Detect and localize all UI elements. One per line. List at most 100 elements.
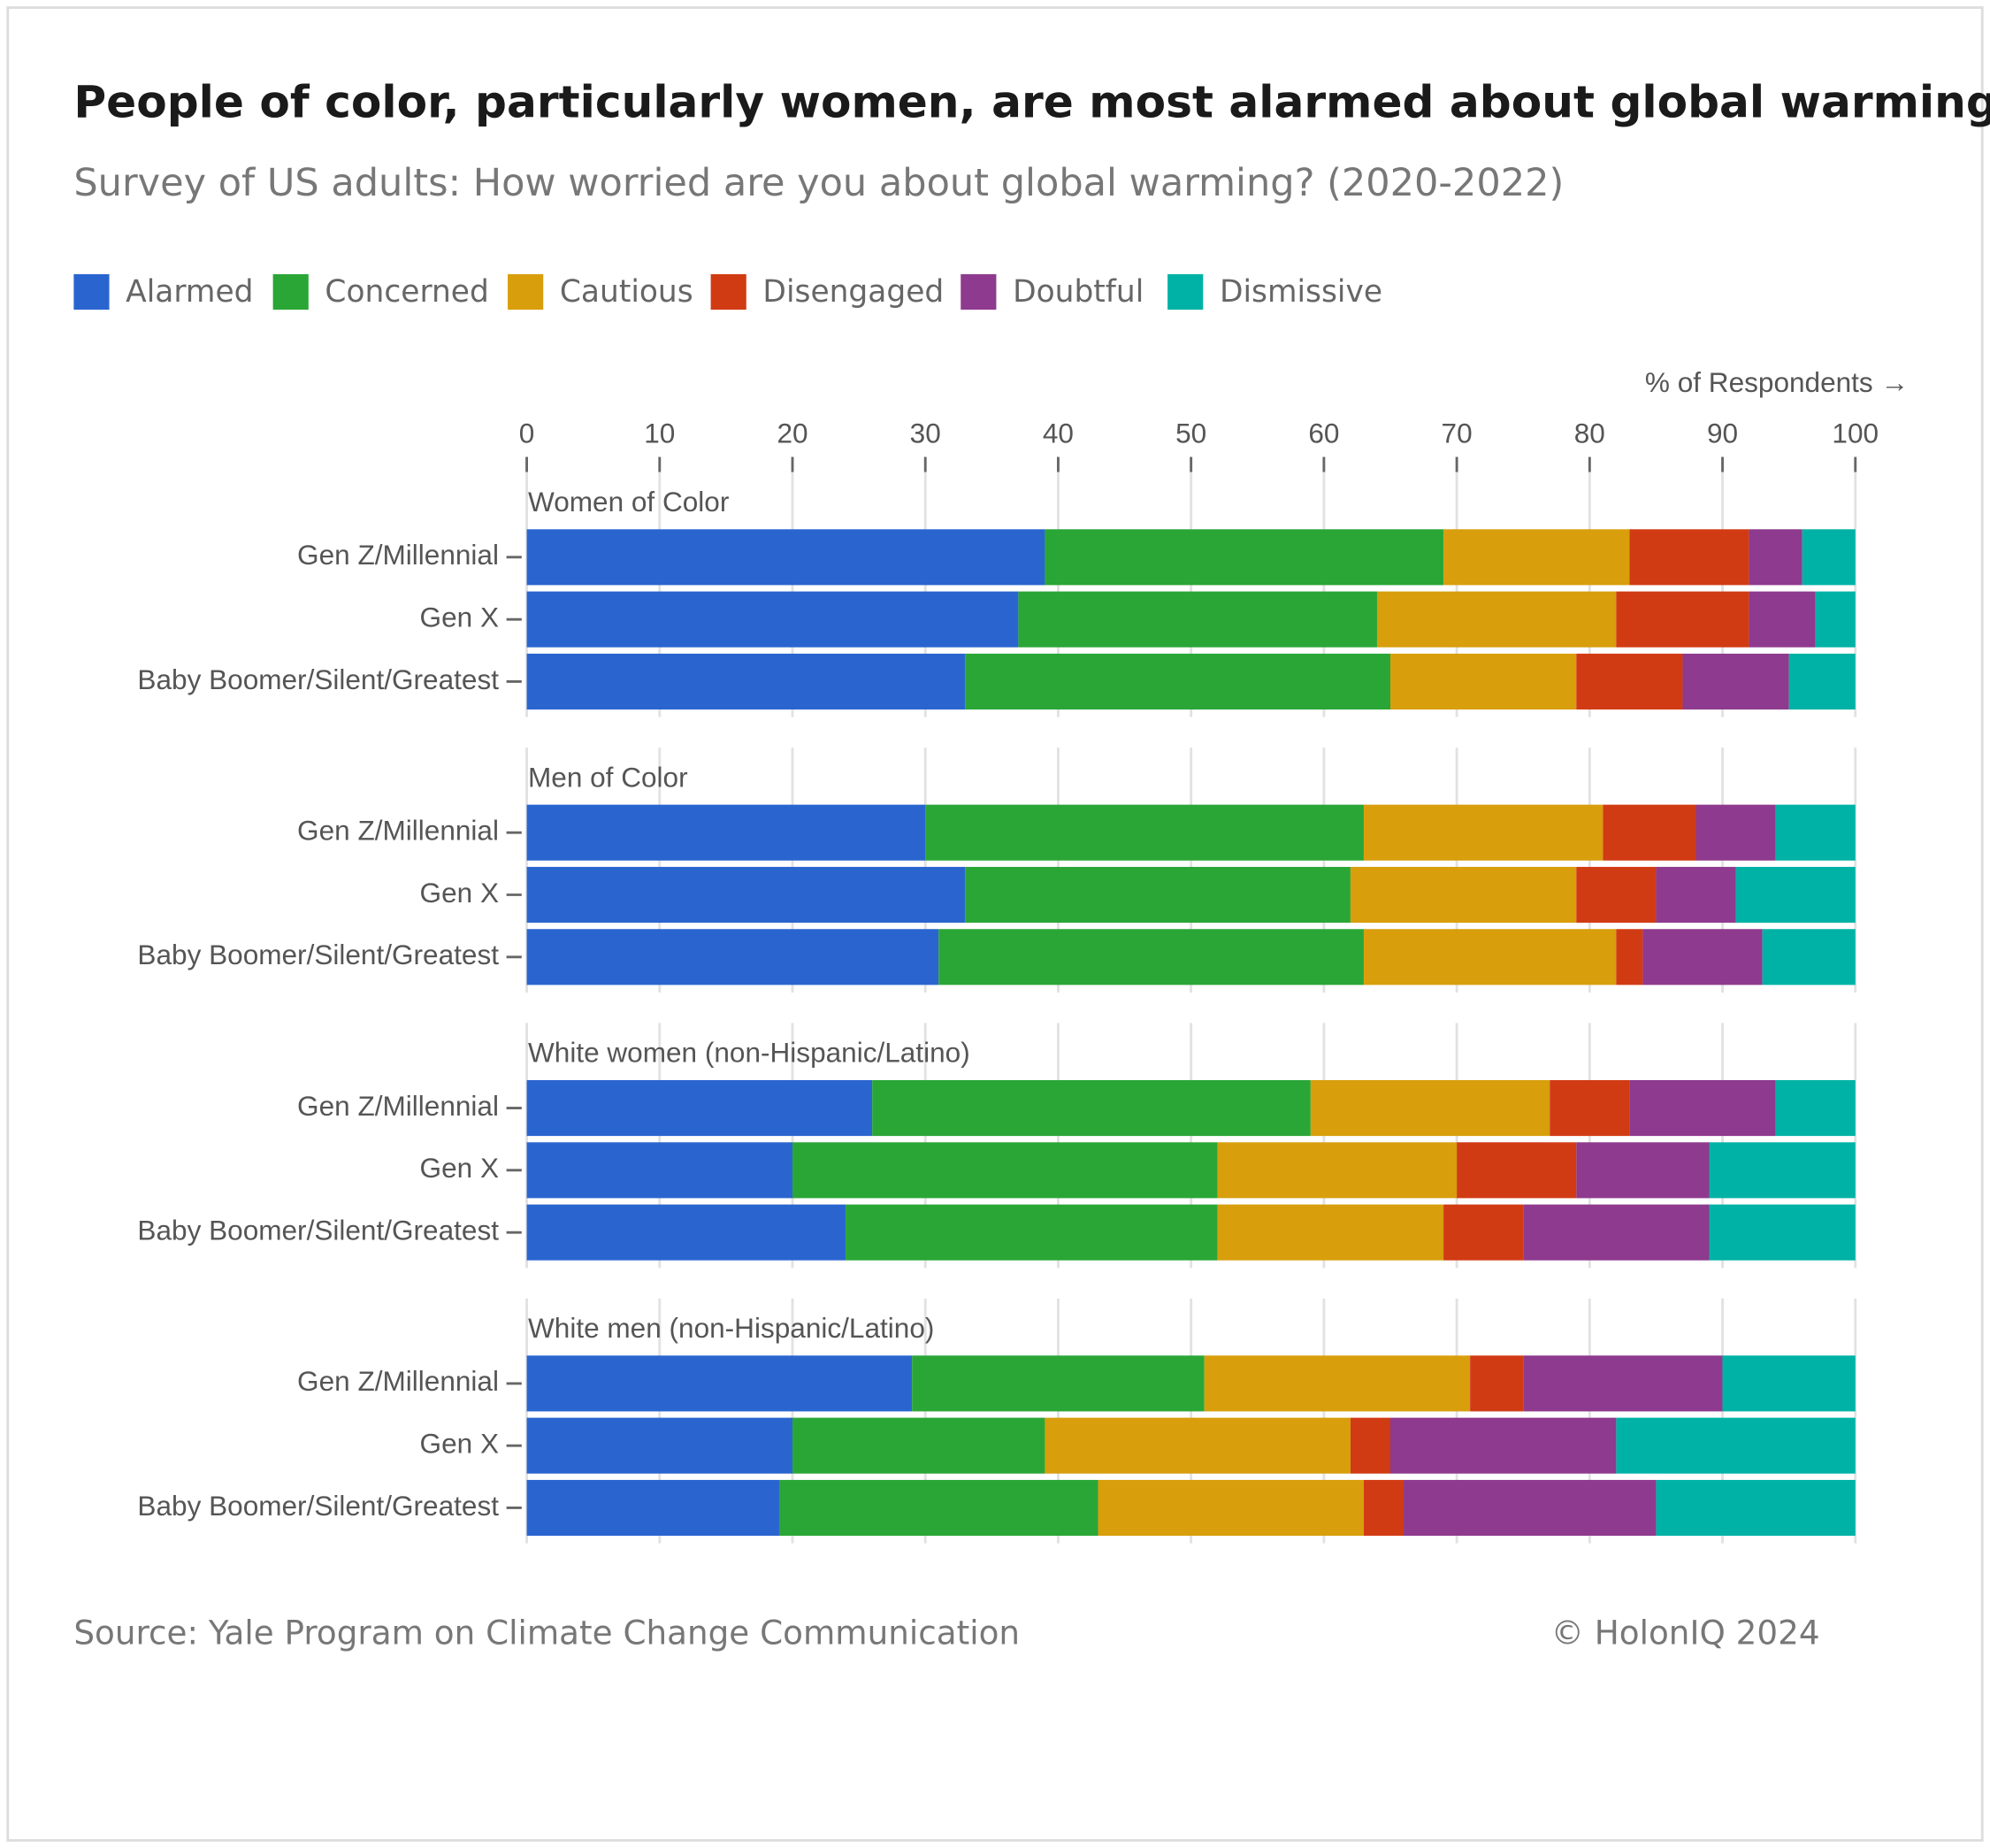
- bar-segment: [1217, 1204, 1444, 1261]
- bar-segment: [1363, 1479, 1404, 1537]
- bar-segment: [792, 1417, 1045, 1474]
- bar-segment: [1775, 1079, 1856, 1137]
- group-label: Men of Color: [528, 761, 688, 793]
- bar-segment: [1363, 804, 1603, 861]
- bar-segment: [1523, 1355, 1723, 1412]
- bar-segment: [1045, 1417, 1351, 1474]
- bar-segment: [1682, 653, 1789, 710]
- group-label: White women (non-Hispanic/Latino): [528, 1037, 970, 1069]
- bar-segment: [526, 1355, 913, 1412]
- bar-segment: [1098, 1479, 1364, 1537]
- bar-segment: [1550, 1079, 1630, 1137]
- bar-segment: [1735, 866, 1856, 924]
- bar-segment: [526, 1479, 779, 1537]
- legend-swatch: [710, 273, 746, 311]
- bar-segment: [1576, 866, 1657, 924]
- y-tick-label: Gen X: [420, 602, 499, 633]
- legend-swatch: [272, 273, 309, 311]
- bar-segment: [965, 653, 1390, 710]
- x-tick-label: 0: [519, 417, 535, 449]
- bar-segment: [526, 529, 1045, 586]
- bar-segment: [1709, 1142, 1856, 1199]
- bar-segment: [1616, 1417, 1856, 1474]
- legend-label: Cautious: [560, 274, 693, 310]
- bar-segment: [1376, 591, 1617, 648]
- legend-label: Dismissive: [1220, 274, 1382, 310]
- bar-segment: [1788, 653, 1856, 710]
- bar-segment: [1204, 1355, 1471, 1412]
- bar-segment: [1310, 1079, 1550, 1137]
- bar-segment: [1802, 529, 1856, 586]
- bar-segment: [1722, 1355, 1856, 1412]
- x-tick-label: 90: [1707, 417, 1738, 449]
- bar-segment: [1815, 591, 1856, 648]
- x-axis-label: % of Respondents →: [1645, 366, 1909, 398]
- bar-segment: [1749, 529, 1802, 586]
- bar-segment: [792, 1142, 1218, 1199]
- credit: © HolonIQ 2024: [1551, 1613, 1820, 1652]
- legend-swatch: [1167, 273, 1204, 311]
- bar-segment: [1576, 1142, 1710, 1199]
- bar-segment: [1350, 1417, 1390, 1474]
- bar-segment: [965, 866, 1351, 924]
- bar-segment: [846, 1204, 1218, 1261]
- bar-segment: [526, 653, 966, 710]
- bar-segment: [526, 1204, 846, 1261]
- y-tick-label: Baby Boomer/Silent/Greatest: [137, 1214, 499, 1246]
- x-tick-label: 80: [1574, 417, 1605, 449]
- bar-segment: [526, 591, 1019, 648]
- bar-segment: [1457, 1142, 1577, 1199]
- bar-segment: [1629, 529, 1749, 586]
- bar-segment: [1045, 529, 1444, 586]
- x-tick-label: 20: [777, 417, 807, 449]
- bar-segment: [1629, 1079, 1776, 1137]
- legend-swatch: [961, 273, 997, 311]
- group-label: Women of Color: [528, 486, 729, 518]
- bar-segment: [526, 866, 966, 924]
- chart-subtitle: Survey of US adults: How worried are you…: [73, 161, 1564, 205]
- bar-segment: [1576, 653, 1683, 710]
- bar-segment: [1642, 929, 1763, 985]
- x-tick-label: 50: [1175, 417, 1206, 449]
- bar-segment: [1603, 804, 1696, 861]
- bar-segment: [1389, 1417, 1617, 1474]
- bar-segment: [1775, 804, 1856, 861]
- x-tick-label: 30: [910, 417, 941, 449]
- x-tick-label: 10: [644, 417, 675, 449]
- bar-segment: [1749, 591, 1816, 648]
- y-tick-label: Baby Boomer/Silent/Greatest: [137, 939, 499, 970]
- y-tick-label: Gen Z/Millennial: [297, 1090, 499, 1122]
- bar-segment: [1762, 929, 1856, 985]
- bar-segment: [938, 929, 1364, 985]
- bar-segment: [925, 804, 1364, 861]
- y-tick-label: Gen X: [420, 877, 499, 909]
- bar-segment: [1404, 1479, 1657, 1537]
- y-tick-label: Baby Boomer/Silent/Greatest: [137, 663, 499, 695]
- y-tick-label: Gen X: [420, 1428, 499, 1460]
- legend-swatch: [73, 273, 110, 311]
- bar-segment: [526, 929, 939, 985]
- bar-segment: [1523, 1204, 1710, 1261]
- x-tick-label: 40: [1043, 417, 1074, 449]
- bar-segment: [1709, 1204, 1856, 1261]
- y-tick-label: Baby Boomer/Silent/Greatest: [137, 1490, 499, 1522]
- y-tick-label: Gen Z/Millennial: [297, 1365, 499, 1397]
- bar-segment: [1616, 591, 1749, 648]
- legend-label: Concerned: [325, 274, 488, 310]
- group-label: White men (non-Hispanic/Latino): [528, 1312, 934, 1344]
- y-tick-label: Gen X: [420, 1152, 499, 1184]
- y-tick-label: Gen Z/Millennial: [297, 815, 499, 847]
- bar-segment: [1656, 866, 1736, 924]
- source: Source: Yale Program on Climate Change C…: [73, 1613, 1020, 1652]
- bar-segment: [526, 1417, 793, 1474]
- bar-segment: [1656, 1479, 1856, 1537]
- x-tick-label: 60: [1308, 417, 1339, 449]
- bar-segment: [1443, 1204, 1524, 1261]
- legend-swatch: [508, 273, 544, 311]
- bar-segment: [1363, 929, 1617, 985]
- bar-segment: [526, 1142, 793, 1199]
- chart-title: People of color, particularly women, are…: [73, 76, 1990, 128]
- legend-label: Alarmed: [126, 274, 253, 310]
- bar-segment: [1695, 804, 1776, 861]
